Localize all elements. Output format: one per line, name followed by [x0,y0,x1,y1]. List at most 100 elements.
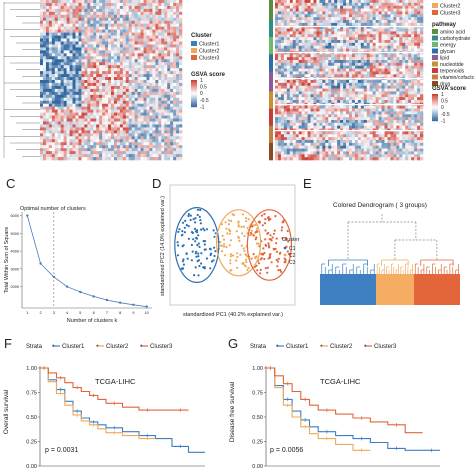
heatmap-cell [149,14,153,19]
heatmap-cell [351,111,356,115]
heatmap-cell [119,50,124,54]
heatmap-cell [102,14,106,19]
heatmap-cell [357,31,362,35]
heatmap-cell [158,121,162,125]
heatmap-cell [140,26,144,30]
heatmap-cell [63,71,67,75]
heatmap-cell [390,97,394,101]
heatmap-cell [134,151,138,155]
heatmap-cell [108,47,112,51]
heatmap-cell [369,134,373,138]
heatmap-cell [307,31,311,35]
heatmap-cell [346,57,350,61]
heatmap-cell [343,134,347,138]
heatmap-cell [310,5,314,9]
heatmap-cell [66,65,70,69]
heatmap-cell [134,121,138,125]
heatmap-cell [48,32,53,36]
heatmap-cell [149,82,153,87]
heatmap-cell [105,62,109,66]
heatmap-cell [134,53,138,57]
heatmap-cell [378,125,382,129]
heatmap-cell [343,2,347,7]
heatmap-cell [134,115,138,119]
heatmap-cell [378,122,382,127]
heatmap-cell [277,34,282,38]
heatmap-cell [69,118,73,122]
heatmap-cell [93,121,97,125]
heatmap-cell [155,100,159,104]
heatmap-cell [176,44,180,48]
heatmap-cell [387,145,391,149]
heatmap-cell [357,68,362,72]
heatmap-cell [128,56,133,60]
heatmap-cell [292,57,297,61]
heatmap-cell [152,91,156,96]
heatmap-cell [122,11,127,16]
heatmap-cell [125,77,130,81]
heatmap-cell [351,105,356,109]
heatmap-cell [283,105,288,109]
heatmap-cell [40,106,44,110]
heatmap-cell [143,109,147,113]
heatmap-cell [307,71,311,75]
heatmap-cell [96,151,100,155]
heatmap-cell [304,25,308,29]
heatmap-cell [349,108,353,112]
heatmap-cell [179,109,183,113]
pathway-annotation-cell [269,77,273,81]
heatmap-cell [72,127,76,131]
heatmap-cell [328,120,332,124]
heatmap-cell [289,62,294,67]
heatmap-cell [340,114,344,118]
heatmap-cell [45,0,50,4]
heatmap-cell [328,65,332,69]
heatmap-cell [134,91,138,96]
heatmap-cell [45,41,50,45]
heatmap-cell [375,48,379,52]
heatmap-cell [393,57,397,61]
heatmap-cell [45,115,50,119]
heatmap-cell [319,122,323,127]
heatmap-cell [176,11,180,16]
heatmap-cell [349,91,353,95]
heatmap-cell [325,105,329,109]
heatmap-cell [286,0,291,4]
heatmap-cell [328,57,332,61]
heatmap-cell [72,29,76,33]
heatmap-cell [357,88,362,92]
heatmap-cell [319,137,323,141]
heatmap-cell [340,142,344,147]
heatmap-cell [295,157,299,161]
heatmap-cell [381,120,385,124]
heatmap-cell [161,139,165,143]
heatmap-cell [60,133,64,137]
heatmap-cell [275,108,279,112]
heatmap-cell [125,118,130,122]
heatmap-cell [366,80,371,84]
heatmap-cell [161,97,165,102]
heatmap-cell [343,94,347,98]
heatmap-cell [325,65,329,69]
heatmap-cell [337,62,341,67]
heatmap-cell [122,115,127,119]
heatmap-cell [390,11,394,15]
heatmap-cell [63,29,67,33]
heatmap-cell [304,117,308,121]
heatmap-cell [349,60,353,64]
heatmap-cell [340,80,344,84]
heatmap-cell [51,20,56,24]
heatmap-cell [90,139,94,143]
heatmap-cell [40,100,44,104]
heatmap-cell [360,62,365,67]
heatmap-cell [48,148,53,152]
pathway-annotation-cell [269,60,273,64]
heatmap-cell [69,100,73,104]
heatmap-cell [366,111,371,115]
heatmap-cell [343,68,347,72]
pathway-annotation-cell [269,137,273,141]
heatmap-cell [143,130,147,134]
heatmap-cell [131,74,135,78]
heatmap-cell [167,56,171,60]
heatmap-cell [48,103,53,107]
